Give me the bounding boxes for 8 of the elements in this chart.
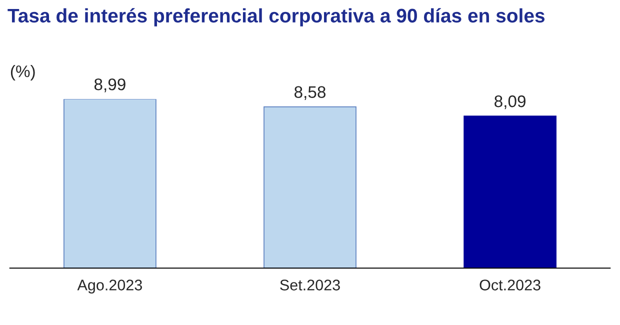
data-label: 8,09 bbox=[494, 95, 526, 110]
chart-title: Tasa de interés preferencial corporativa a 90 días en soles bbox=[8, 8, 545, 26]
data-label: 8,99 bbox=[94, 78, 126, 92]
x-tick-label: Oct.2023 bbox=[480, 280, 540, 290]
data-label: 8,58 bbox=[294, 86, 326, 100]
x-tick-label: Set.2023 bbox=[280, 280, 340, 290]
x-tick-label: Ago.2023 bbox=[77, 280, 142, 294]
chart-subtitle: (%) bbox=[10, 65, 35, 81]
